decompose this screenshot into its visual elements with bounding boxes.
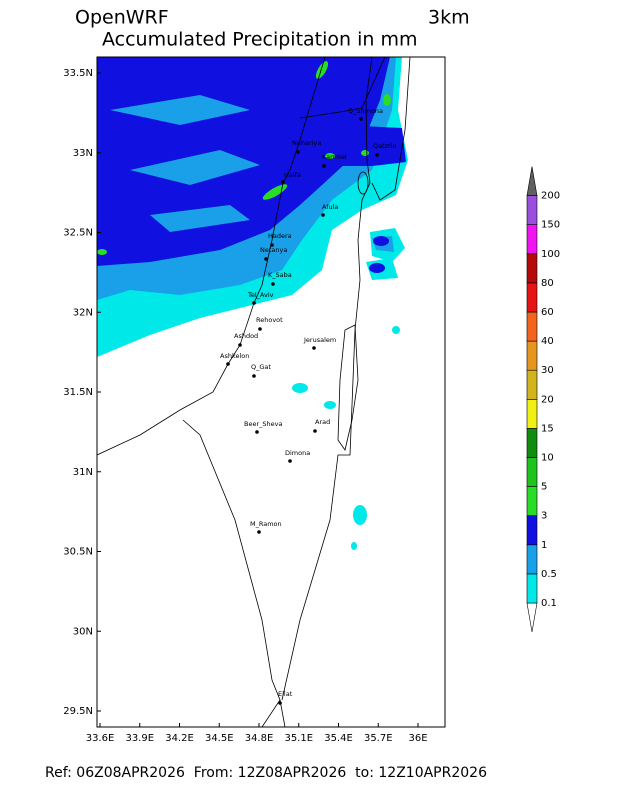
city-label: M_Ramon [250, 520, 282, 528]
city: Qatzrin [373, 142, 397, 157]
city-label: Ashdod [234, 332, 258, 340]
city-label: Karmiel [322, 153, 347, 161]
city: Netanya [260, 246, 287, 261]
colorbar-segment [526, 253, 538, 284]
city: Hadera [268, 232, 292, 247]
x-tick-label: 34.2E [165, 733, 194, 744]
city: Jerusalem [303, 336, 336, 350]
city-label: Rehovot [256, 316, 283, 324]
city-label: Ashkelon [220, 352, 249, 360]
colorbar-above [526, 166, 538, 196]
colorbar-segment [526, 311, 538, 342]
city: Ashdod [234, 332, 258, 347]
colorbar-label: 0.1 [541, 598, 557, 609]
colorbar-below [526, 602, 538, 633]
colorbar-label: 20 [541, 394, 554, 405]
colorbar-segment [526, 428, 538, 458]
map-title: Accumulated Precipitation in mm [102, 29, 418, 51]
colorbar-label: 100 [541, 249, 560, 260]
colorbar-label: 15 [541, 423, 554, 434]
colorbar-label: 80 [541, 278, 554, 289]
y-tick-label: 32N [73, 307, 93, 318]
city-label: Netanya [260, 246, 287, 254]
city: Afula [321, 203, 338, 217]
city-label: Arad [315, 418, 330, 426]
colorbar-label: 3 [541, 511, 547, 522]
city: K_Saba [268, 271, 292, 286]
colorbar-segment [526, 573, 538, 604]
x-tick-label: 33.9E [125, 733, 154, 744]
city: Ashkelon [220, 352, 249, 366]
city-label: Q_Shmona [348, 107, 383, 115]
x-tick-label: 36E [408, 733, 427, 744]
y-tick-label: 33N [73, 148, 93, 159]
city: Rehovot [256, 316, 283, 331]
y-tick-label: 31N [73, 467, 93, 478]
x-tick-label: 34.5E [205, 733, 234, 744]
cities: Q_Shmona Nahariya Karmiel Qatzrin Haifa … [220, 107, 397, 705]
colorbar-segment [526, 224, 538, 255]
city-label: Q_Gat [251, 363, 271, 371]
city-label: Qatzrin [373, 142, 397, 150]
colorbar-label: 40 [541, 336, 554, 347]
colorbar: 0.1 0.5 1 3 5 10 15 20 30 40 60 80 100 150 200 [526, 166, 560, 633]
y-tick-label: 30N [73, 626, 93, 637]
colorbar-label: 10 [541, 453, 554, 464]
x-tick-label: 35.4E [324, 733, 353, 744]
city: Nahariya [292, 139, 321, 154]
colorbar-label: 5 [541, 482, 547, 493]
city: Arad [313, 418, 330, 433]
city-label: Afula [322, 203, 338, 211]
colorbar-label: 0.5 [541, 569, 557, 580]
x-tick-label: 35.1E [284, 733, 313, 744]
y-tick-label: 31.5N [63, 387, 93, 398]
resolution: 3km [428, 7, 470, 29]
city: Tel_Aviv [247, 291, 274, 305]
city-label: Dimona [285, 449, 310, 457]
city-label: Eilat [278, 690, 293, 698]
city-label: Nahariya [292, 139, 321, 147]
city-label: K_Saba [268, 271, 292, 279]
city-label: Jerusalem [303, 336, 336, 344]
y-tick-label: 32.5N [63, 228, 93, 239]
city: Beer_Sheva [244, 420, 282, 434]
x-tick-label: 34.8E [245, 733, 274, 744]
precipitation-field [97, 57, 408, 550]
colorbar-segment [526, 340, 538, 371]
colorbar-segment [526, 195, 538, 226]
colorbar-label: 30 [541, 365, 554, 376]
city: Eilat [278, 690, 293, 705]
city-label: Tel_Aviv [247, 291, 274, 299]
city: Karmiel [322, 153, 347, 168]
colorbar-segment [526, 369, 538, 400]
city: Q_Gat [251, 363, 271, 378]
colorbar-label: 60 [541, 307, 554, 318]
geography [97, 57, 411, 727]
x-tick-label: 33.6E [86, 733, 115, 744]
colorbar-segment [526, 398, 538, 429]
colorbar-label: 150 [541, 220, 560, 231]
footer: Ref: 06Z08APR2026 From: 12Z08APR2026 to:… [45, 765, 487, 781]
city-label: Beer_Sheva [244, 420, 282, 428]
colorbar-segment [526, 282, 538, 313]
city: Q_Shmona [348, 107, 383, 121]
x-tick-label: 35.7E [364, 733, 393, 744]
colorbar-segment [526, 486, 538, 517]
colorbar-segment [526, 544, 538, 575]
colorbar-label: 200 [541, 191, 560, 202]
colorbar-segment [526, 457, 538, 487]
colorbar-segment [526, 515, 538, 546]
y-tick-label: 29.5N [63, 706, 93, 717]
axes: 33.6E 33.9E 34.2E 34.5E 34.8E 35.1E 35.4E 35.7E… [63, 68, 427, 744]
city-label: Haifa [284, 171, 301, 179]
y-tick-label: 30.5N [63, 547, 93, 558]
city: Haifa [281, 171, 301, 184]
colorbar-label: 1 [541, 540, 547, 551]
city: M_Ramon [250, 520, 282, 534]
city: Dimona [285, 449, 310, 463]
city-label: Hadera [268, 232, 292, 240]
model-name: OpenWRF [75, 7, 169, 29]
y-tick-label: 33.5N [63, 68, 93, 79]
